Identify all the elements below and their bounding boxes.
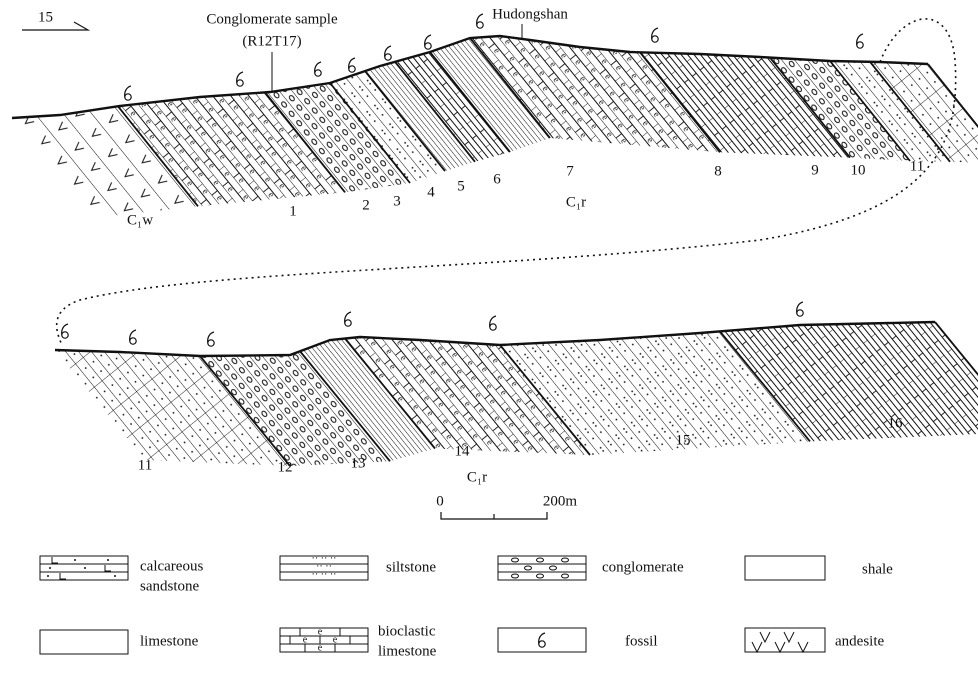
unit-number: 2 (362, 197, 370, 213)
sample-label: Conglomerate sample (206, 11, 338, 27)
fossil (477, 14, 484, 28)
upper-section (12, 36, 978, 218)
fossil (490, 316, 497, 330)
direction-label: 15 (38, 9, 53, 25)
fossil (797, 302, 804, 316)
scale-bar: 0 200m (436, 493, 577, 519)
svg-text:e: e (333, 634, 338, 645)
peak-label: Hudongshan (492, 6, 568, 22)
legend-label: sandstone (140, 578, 200, 594)
legend-label: limestone (140, 633, 199, 649)
legend-andesite (745, 628, 825, 652)
formation-label: C₁r (566, 194, 586, 210)
unit-number: 11 (138, 457, 152, 473)
legend-label: conglomerate (602, 559, 684, 575)
fossil (652, 28, 659, 42)
unit-number: 11 (910, 158, 924, 174)
fossil (208, 332, 215, 346)
fossil (345, 312, 352, 326)
fossil (315, 62, 322, 76)
legend-label: andesite (835, 633, 884, 649)
legend-fossil (498, 628, 586, 652)
unit-number: 15 (676, 432, 691, 448)
fossil (425, 35, 432, 49)
lower-section (55, 322, 978, 466)
svg-text:e: e (318, 626, 323, 637)
unit-number: 12 (278, 459, 293, 475)
geologic-section: ee 15 Conglomerate sample (R12T17) Hudon… (0, 0, 978, 680)
svg-text:e: e (318, 642, 323, 653)
fossil (125, 86, 132, 100)
fossil (62, 324, 69, 338)
unit-number: 5 (457, 178, 465, 194)
formation-label: C₁w (127, 212, 153, 228)
direction-arrow: 15 (22, 9, 88, 30)
fossil (349, 58, 356, 72)
legend-conglomerate (498, 556, 586, 580)
unit-number: 10 (851, 162, 866, 178)
legend-label: bioclastic (378, 623, 436, 639)
legend-label: siltstone (386, 559, 436, 575)
unit-number: 13 (351, 455, 366, 471)
unit-number: 9 (811, 162, 819, 178)
scale-start: 0 (436, 493, 444, 509)
unit-number: 7 (566, 163, 574, 179)
legend-siltstone: ·· ·· ···· ···· ·· ·· (280, 553, 368, 580)
scale-end: 200m (543, 493, 578, 509)
legend-shale (745, 556, 825, 580)
unit-number: 8 (714, 163, 722, 179)
fossil (130, 330, 137, 344)
svg-text:·· ·· ··: ·· ·· ·· (312, 569, 337, 580)
legend-calcareous-sandstone (40, 556, 128, 580)
legend-label: fossil (625, 633, 658, 649)
unit-number: 14 (455, 443, 471, 459)
svg-text:e: e (303, 634, 308, 645)
unit-number: 4 (427, 184, 435, 200)
legend-limestone (40, 630, 128, 654)
fossil (385, 46, 392, 60)
unit-number: 1 (289, 203, 297, 219)
legend-label: limestone (378, 643, 437, 659)
formation-label: C₁r (467, 469, 487, 485)
fossil (857, 34, 864, 48)
sample-id: (R12T17) (242, 33, 301, 49)
fossil (237, 72, 244, 86)
unit-number: 16 (888, 415, 904, 431)
legend-label: shale (862, 561, 893, 577)
unit-number: 3 (393, 193, 401, 209)
unit-number: 6 (493, 171, 501, 187)
legend-label: calcareous (140, 558, 203, 574)
